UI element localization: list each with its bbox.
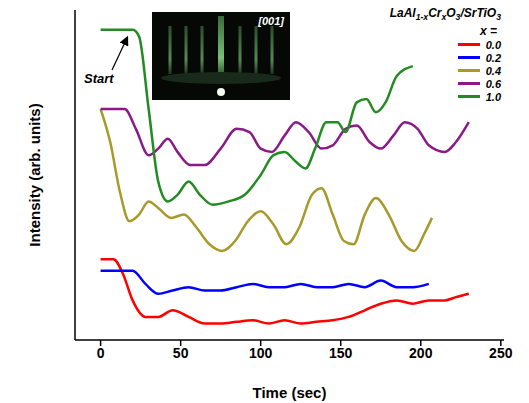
svg-text:Time (sec): Time (sec) — [253, 384, 327, 401]
html-text:0.0: 0.0 — [485, 38, 501, 51]
html-text:[001]: [001] — [258, 15, 284, 27]
svg-text:250: 250 — [489, 345, 513, 361]
svg-text:150: 150 — [329, 345, 353, 361]
html-text:LaAl1-xCrxO3/SrTiO3: LaAl1-xCrxO3/SrTiO3 — [389, 6, 501, 23]
html-text:0.2: 0.2 — [485, 51, 501, 64]
svg-text:Intensity (arb. units): Intensity (arb. units) — [26, 103, 43, 246]
svg-text:200: 200 — [409, 345, 433, 361]
html-text:Start: Start — [84, 71, 114, 86]
svg-text:0: 0 — [97, 345, 105, 361]
html-text:0.4: 0.4 — [485, 64, 501, 77]
html-text:x =: x = — [480, 24, 497, 39]
html-text:0.6: 0.6 — [485, 77, 501, 90]
svg-text:100: 100 — [249, 345, 273, 361]
svg-text:50: 50 — [173, 345, 189, 361]
html-text:1.0: 1.0 — [485, 90, 501, 103]
